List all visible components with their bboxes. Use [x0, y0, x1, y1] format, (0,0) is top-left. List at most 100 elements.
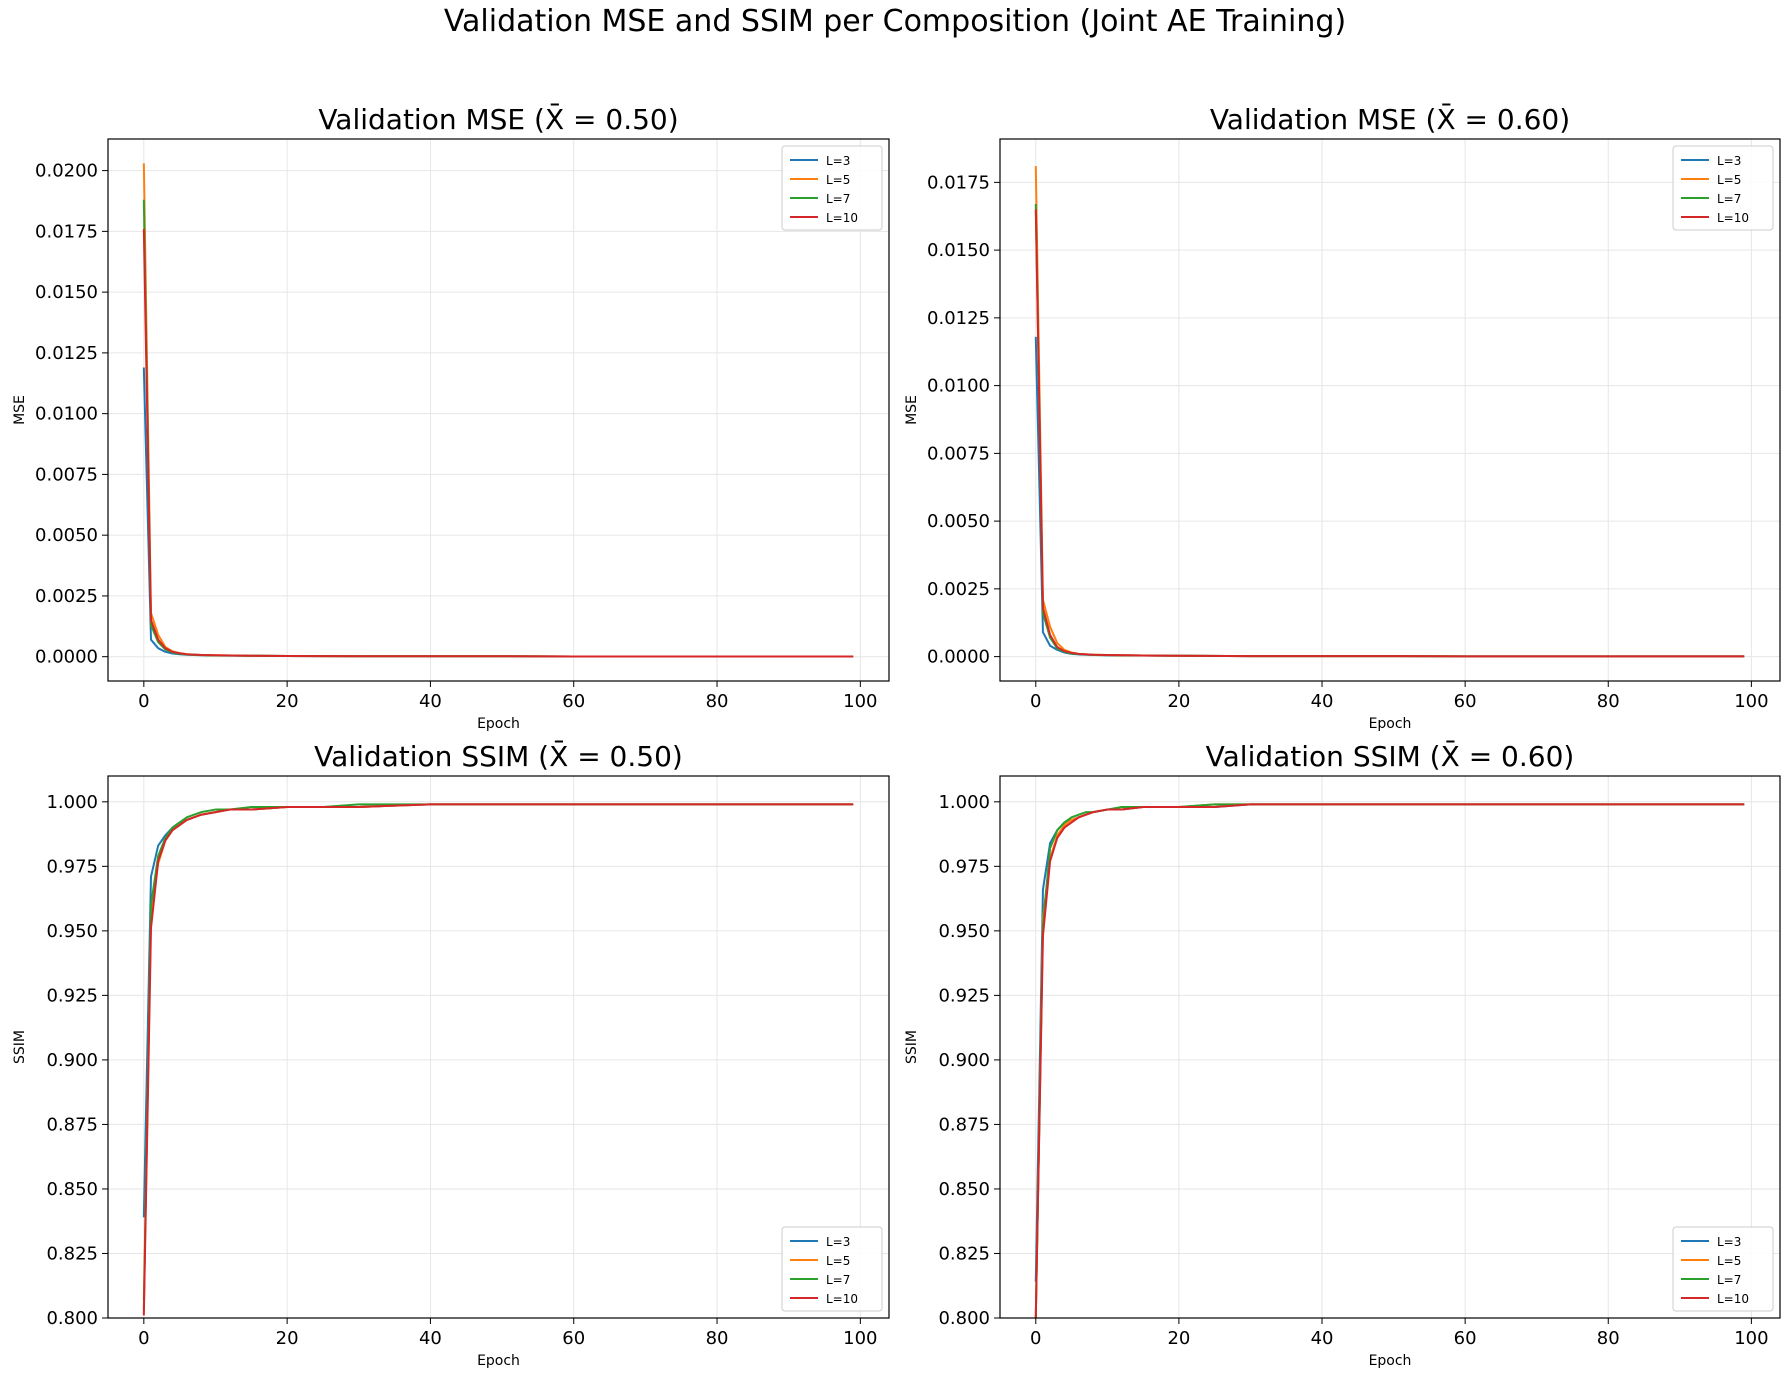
x-axis-label: Epoch	[1369, 1353, 1412, 1369]
legend-entry: L=5	[1717, 1254, 1741, 1268]
y-tick-label: 0.0075	[927, 443, 990, 464]
y-tick-label: 0.800	[938, 1308, 990, 1329]
series-line-L-7	[1034, 803, 1745, 1318]
y-tick-label: 0.0200	[35, 161, 98, 182]
chart-title: Validation SSIM (X̄ = 0.50)	[314, 739, 683, 773]
x-tick-label: 100	[843, 691, 877, 712]
y-tick-label: 0.0075	[35, 464, 98, 485]
y-tick-label: 0.825	[938, 1243, 990, 1264]
x-tick-label: 80	[706, 691, 729, 712]
legend-entry: L=7	[1717, 1273, 1741, 1287]
axes-frame	[107, 775, 890, 1319]
legend: L=3 L=5 L=7 L=10	[1672, 145, 1774, 231]
x-tick-label: 20	[276, 691, 299, 712]
y-tick-label: 0.850	[46, 1179, 98, 1200]
chart-title: Validation MSE (X̄ = 0.50)	[318, 102, 678, 136]
y-tick-label: 0.975	[46, 856, 98, 877]
y-tick-label: 0.950	[46, 921, 98, 942]
legend-entry: L=3	[1717, 154, 1741, 168]
x-tick-label: 100	[1734, 1328, 1768, 1349]
x-axis-label: Epoch	[477, 1353, 520, 1369]
legend-entry: L=3	[1717, 1235, 1741, 1249]
y-tick-label: 0.0125	[927, 308, 990, 329]
series-line-L-5	[142, 163, 854, 658]
y-tick-label: 0.0150	[35, 282, 98, 303]
x-tick-label: 100	[1734, 691, 1768, 712]
series-line-L-5	[1034, 803, 1745, 1318]
figure-title: Validation MSE and SSIM per Composition …	[443, 4, 1347, 39]
legend-entry: L=5	[1717, 173, 1741, 187]
y-tick-label: 0.850	[938, 1179, 990, 1200]
y-axis-label: SSIM	[904, 1030, 920, 1064]
x-tick-label: 20	[1167, 1328, 1190, 1349]
legend-entry: L=3	[826, 154, 850, 168]
y-tick-label: 0.0150	[927, 240, 990, 261]
y-tick-label: 0.825	[46, 1243, 98, 1264]
y-tick-label: 1.000	[938, 792, 990, 813]
y-axis-label: MSE	[12, 395, 28, 425]
legend-entry: L=10	[826, 1292, 858, 1306]
series-line-L-10	[142, 803, 854, 1316]
series-line-L-3	[1034, 336, 1745, 658]
y-tick-label: 0.900	[938, 1050, 990, 1071]
legend-box	[781, 145, 883, 231]
y-tick-label: 0.875	[46, 1114, 98, 1135]
x-tick-label: 80	[1597, 1328, 1620, 1349]
legend-entry: L=10	[1717, 211, 1749, 225]
series-line-L-10	[1034, 803, 1745, 1318]
y-tick-label: 1.000	[46, 792, 98, 813]
series-line-L-10	[142, 228, 854, 658]
legend-entry: L=7	[826, 1273, 850, 1287]
x-tick-label: 0	[1030, 691, 1041, 712]
legend-entry: L=3	[826, 1235, 850, 1249]
chart-panel-4: 0 20 40 60 80 100 0.800 0.825 0.850 0.875 0.900 0.9…	[904, 739, 1781, 1369]
legend-entry: L=7	[826, 192, 850, 206]
legend-entry: L=5	[826, 1254, 850, 1268]
x-axis-label: Epoch	[1369, 716, 1412, 732]
y-tick-label: 0.0050	[927, 511, 990, 532]
x-tick-label: 40	[1311, 1328, 1334, 1349]
x-tick-label: 20	[276, 1328, 299, 1349]
x-tick-label: 40	[1311, 691, 1334, 712]
series-line-L-3	[142, 367, 854, 658]
legend-entry: L=10	[826, 211, 858, 225]
series-line-L-3	[1034, 803, 1745, 1282]
series-line-L-7	[142, 803, 854, 1311]
x-tick-label: 80	[706, 1328, 729, 1349]
axes-frame	[107, 138, 890, 682]
y-tick-label: 0.950	[938, 921, 990, 942]
chart-panel-3: 0 20 40 60 80 100 0.800 0.825 0.850 0.875 0.900 0.9…	[12, 739, 890, 1369]
x-tick-label: 100	[843, 1328, 877, 1349]
legend-box	[1672, 145, 1774, 231]
legend-entry: L=7	[1717, 192, 1741, 206]
y-tick-label: 0.925	[46, 985, 98, 1006]
x-tick-label: 60	[1454, 1328, 1477, 1349]
legend: L=3 L=5 L=7 L=10	[781, 145, 883, 231]
x-tick-label: 20	[1167, 691, 1190, 712]
y-tick-label: 0.0050	[35, 525, 98, 546]
y-tick-label: 0.0125	[35, 343, 98, 364]
x-tick-label: 0	[1030, 1328, 1041, 1349]
x-tick-label: 0	[138, 1328, 149, 1349]
legend-entry: L=5	[826, 173, 850, 187]
y-axis-label: MSE	[904, 395, 920, 425]
series-line-L-7	[142, 199, 854, 658]
chart-title: Validation MSE (X̄ = 0.60)	[1210, 102, 1570, 136]
legend: L=3 L=5 L=7 L=10	[781, 1226, 883, 1312]
x-axis-label: Epoch	[477, 716, 520, 732]
legend: L=3 L=5 L=7 L=10	[1672, 1226, 1774, 1312]
y-axis-label: SSIM	[12, 1030, 28, 1064]
y-tick-label: 0.0025	[927, 579, 990, 600]
x-tick-label: 40	[419, 1328, 442, 1349]
y-tick-label: 0.0000	[927, 647, 990, 668]
x-tick-label: 80	[1597, 691, 1620, 712]
series-line-L-5	[1034, 166, 1745, 658]
legend-box	[1672, 1226, 1774, 1312]
series-line-L-5	[142, 803, 854, 1300]
y-tick-label: 0.900	[46, 1050, 98, 1071]
y-tick-label: 0.0175	[35, 221, 98, 242]
y-tick-label: 0.0025	[35, 586, 98, 607]
y-tick-label: 0.875	[938, 1114, 990, 1135]
x-tick-label: 0	[138, 691, 149, 712]
chart-panel-1: 0 20 40 60 80 100 0.0000 0.0025 0.0050 0.0075 0.01…	[12, 102, 890, 732]
